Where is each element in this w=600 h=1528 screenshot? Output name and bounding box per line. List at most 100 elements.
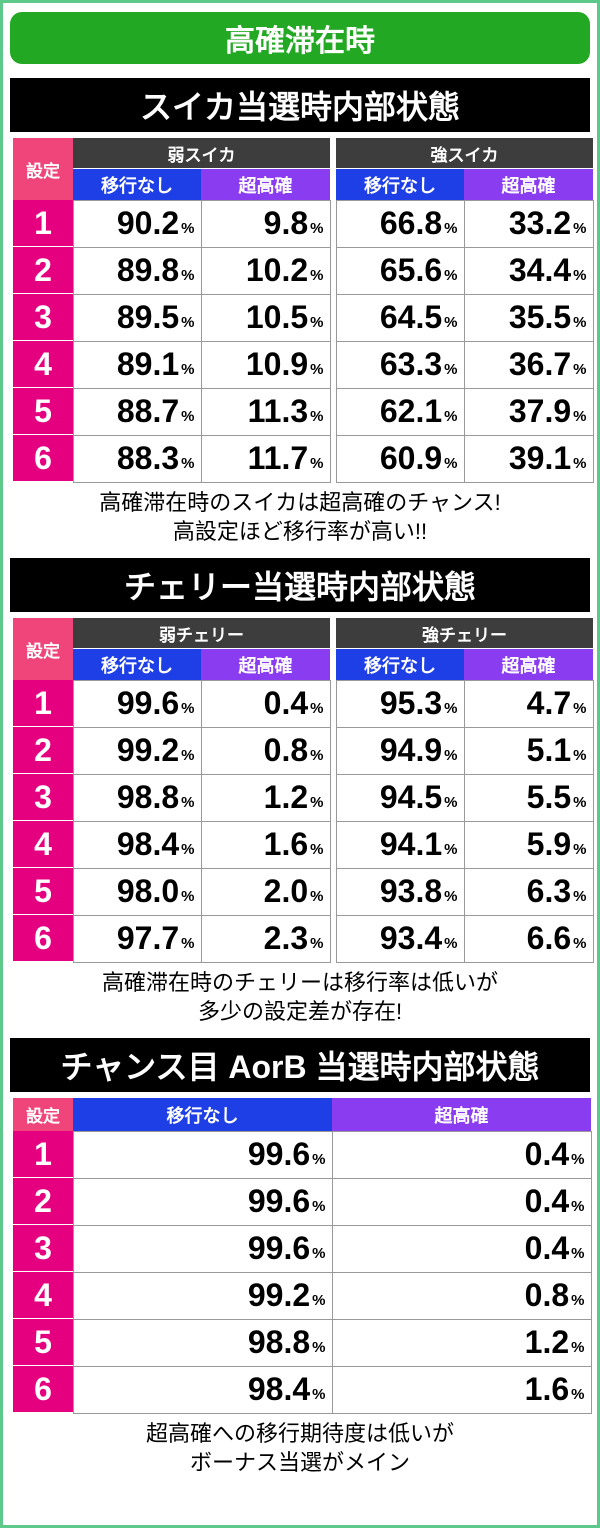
value-unit: % — [571, 1198, 585, 1215]
value-number: 98.4 — [116, 826, 180, 862]
value-number: 88.3 — [116, 440, 180, 476]
value-unit: % — [310, 888, 324, 905]
note-line: 超高確への移行期待度は低いが — [145, 1421, 454, 1446]
value-cell: 94.9% — [335, 726, 465, 775]
value-cell: 11.3% — [200, 387, 331, 436]
value-cell: 2.3% — [200, 914, 331, 963]
note-line: ボーナス当選がメイン — [189, 1450, 410, 1475]
value-number: 11.7 — [247, 440, 309, 476]
value-number: 0.4 — [524, 1230, 570, 1266]
value-unit: % — [573, 314, 587, 331]
setting-number: 5 — [13, 868, 73, 915]
value-number: 11.3 — [247, 393, 309, 429]
value-unit: % — [571, 1386, 585, 1403]
value-cell: 98.8% — [72, 1318, 333, 1367]
value-unit: % — [181, 841, 195, 858]
value-cell: 0.8% — [331, 1271, 592, 1320]
value-cell: 5.1% — [463, 726, 594, 775]
value-number: 98.4 — [247, 1371, 311, 1407]
value-cell: 4.7% — [463, 679, 594, 728]
column-header: 超高確 — [464, 169, 593, 200]
value-number: 88.7 — [116, 393, 180, 429]
value-unit: % — [181, 361, 195, 378]
value-cell: 35.5% — [463, 293, 594, 342]
value-unit: % — [444, 408, 458, 425]
value-number: 0.4 — [524, 1183, 570, 1219]
value-number: 94.9 — [379, 732, 443, 768]
value-number: 90.2 — [116, 205, 180, 241]
setting-number: 5 — [13, 1319, 73, 1366]
value-cell: 0.4% — [331, 1224, 592, 1273]
value-unit: % — [573, 455, 587, 472]
page-title: 高確滞在時 — [10, 12, 590, 64]
value-unit: % — [312, 1339, 326, 1356]
value-number: 1.2 — [263, 779, 309, 815]
value-unit: % — [312, 1386, 326, 1403]
column-header: 移行なし — [336, 649, 464, 680]
note-line: 高設定ほど移行率が高い!! — [172, 519, 428, 544]
value-number: 37.9 — [508, 393, 572, 429]
group-header: 弱チェリー — [73, 618, 330, 648]
table: 設定 弱チェリー 移行なし 超高確 強チェリー 移行なし 超高確 1 99.6% 0.4% 95.3… — [13, 618, 594, 963]
setting-number: 6 — [13, 1366, 73, 1413]
value-cell: 90.2% — [72, 199, 202, 248]
value-unit: % — [310, 794, 324, 811]
value-cell: 0.4% — [200, 679, 331, 728]
group-header: 強スイカ — [336, 138, 593, 168]
setting-number: 4 — [13, 341, 73, 388]
value-unit: % — [181, 408, 195, 425]
value-cell: 2.0% — [200, 867, 331, 916]
value-unit: % — [571, 1339, 585, 1356]
value-cell: 88.3% — [72, 434, 202, 483]
value-unit: % — [571, 1151, 585, 1168]
value-number: 33.2 — [508, 205, 572, 241]
value-cell: 60.9% — [335, 434, 465, 483]
value-unit: % — [181, 888, 195, 905]
value-unit: % — [181, 455, 195, 472]
value-cell: 95.3% — [335, 679, 465, 728]
value-unit: % — [310, 747, 324, 764]
value-cell: 9.8% — [200, 199, 331, 248]
value-number: 5.1 — [526, 732, 572, 768]
value-unit: % — [444, 267, 458, 284]
note-line: 多少の設定差が存在! — [197, 999, 403, 1024]
note: 高確滞在時のチェリーは移行率は低いが 多少の設定差が存在! — [10, 962, 590, 1038]
value-unit: % — [310, 267, 324, 284]
value-cell: 62.1% — [335, 387, 465, 436]
value-unit: % — [310, 361, 324, 378]
value-number: 89.8 — [116, 252, 180, 288]
value-unit: % — [444, 747, 458, 764]
value-cell: 89.5% — [72, 293, 202, 342]
column-header: 移行なし — [73, 649, 201, 680]
value-number: 63.3 — [379, 346, 443, 382]
value-cell: 6.3% — [463, 867, 594, 916]
note-line: 高確滞在時のチェリーは移行率は低いが — [101, 970, 498, 995]
value-cell: 1.6% — [331, 1365, 592, 1414]
value-cell: 10.5% — [200, 293, 331, 342]
value-cell: 10.9% — [200, 340, 331, 389]
value-number: 98.8 — [247, 1324, 311, 1360]
value-number: 99.6 — [116, 685, 180, 721]
value-number: 94.1 — [379, 826, 443, 862]
column-header: 超高確 — [201, 169, 330, 200]
value-number: 0.8 — [524, 1277, 570, 1313]
value-unit: % — [573, 747, 587, 764]
group-header: 弱スイカ — [73, 138, 330, 168]
value-cell: 97.7% — [72, 914, 202, 963]
value-cell: 0.4% — [331, 1177, 592, 1226]
value-cell: 98.8% — [72, 773, 202, 822]
value-number: 93.4 — [379, 920, 443, 956]
value-cell: 1.6% — [200, 820, 331, 869]
setting-header: 設定 — [13, 618, 73, 680]
value-number: 4.7 — [526, 685, 572, 721]
value-cell: 33.2% — [463, 199, 594, 248]
value-number: 89.1 — [116, 346, 180, 382]
value-unit: % — [181, 935, 195, 952]
value-number: 10.9 — [245, 346, 309, 382]
value-cell: 0.8% — [200, 726, 331, 775]
value-cell: 64.5% — [335, 293, 465, 342]
value-cell: 99.2% — [72, 726, 202, 775]
value-cell: 99.6% — [72, 679, 202, 728]
setting-number: 2 — [13, 1178, 73, 1225]
